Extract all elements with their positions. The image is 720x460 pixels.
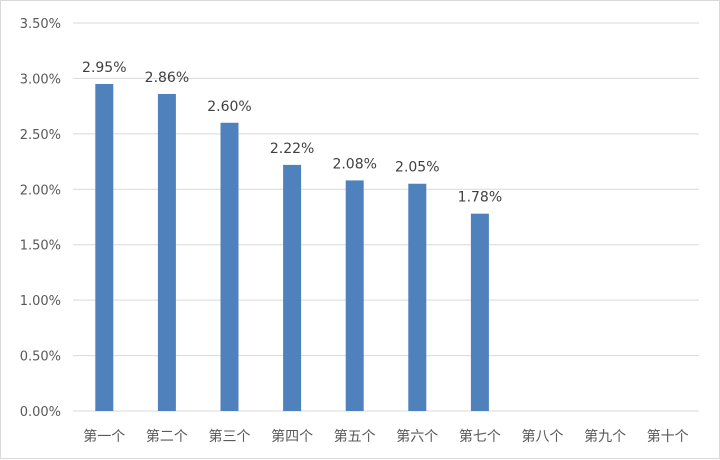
y-tick-label: 1.50%	[20, 239, 61, 254]
y-tick-label: 0.00%	[20, 405, 61, 420]
bar	[345, 180, 364, 411]
y-tick-label: 2.50%	[20, 128, 61, 143]
data-label: 2.05%	[395, 160, 439, 176]
data-label: 2.22%	[270, 141, 314, 157]
y-tick-label: 2.00%	[20, 183, 61, 198]
bar	[157, 93, 176, 411]
y-tick-label: 0.50%	[20, 350, 61, 365]
x-tick-label: 第一个	[83, 428, 125, 445]
y-tick-label: 3.50%	[20, 17, 61, 32]
bar	[470, 213, 489, 411]
y-tick-label: 3.00%	[20, 72, 61, 87]
data-label: 2.86%	[145, 70, 189, 86]
y-tick-label: 1.00%	[20, 294, 61, 309]
x-tick-label: 第四个	[271, 428, 313, 445]
x-tick-label: 第二个	[146, 428, 188, 445]
bar	[283, 164, 302, 411]
bar	[408, 183, 427, 411]
x-tick-label: 第九个	[584, 428, 626, 445]
x-tick-label: 第六个	[396, 428, 438, 445]
data-label: 2.95%	[82, 60, 126, 76]
bar	[95, 83, 114, 411]
data-label: 2.60%	[207, 99, 251, 115]
x-tick-label: 第三个	[209, 428, 251, 445]
x-tick-label: 第五个	[334, 428, 376, 445]
x-tick-label: 第七个	[459, 428, 501, 445]
x-tick-label: 第十个	[647, 428, 689, 445]
data-label: 2.08%	[332, 156, 376, 172]
bar	[220, 122, 239, 412]
x-tick-label: 第八个	[522, 428, 564, 445]
data-label: 1.78%	[458, 190, 502, 206]
